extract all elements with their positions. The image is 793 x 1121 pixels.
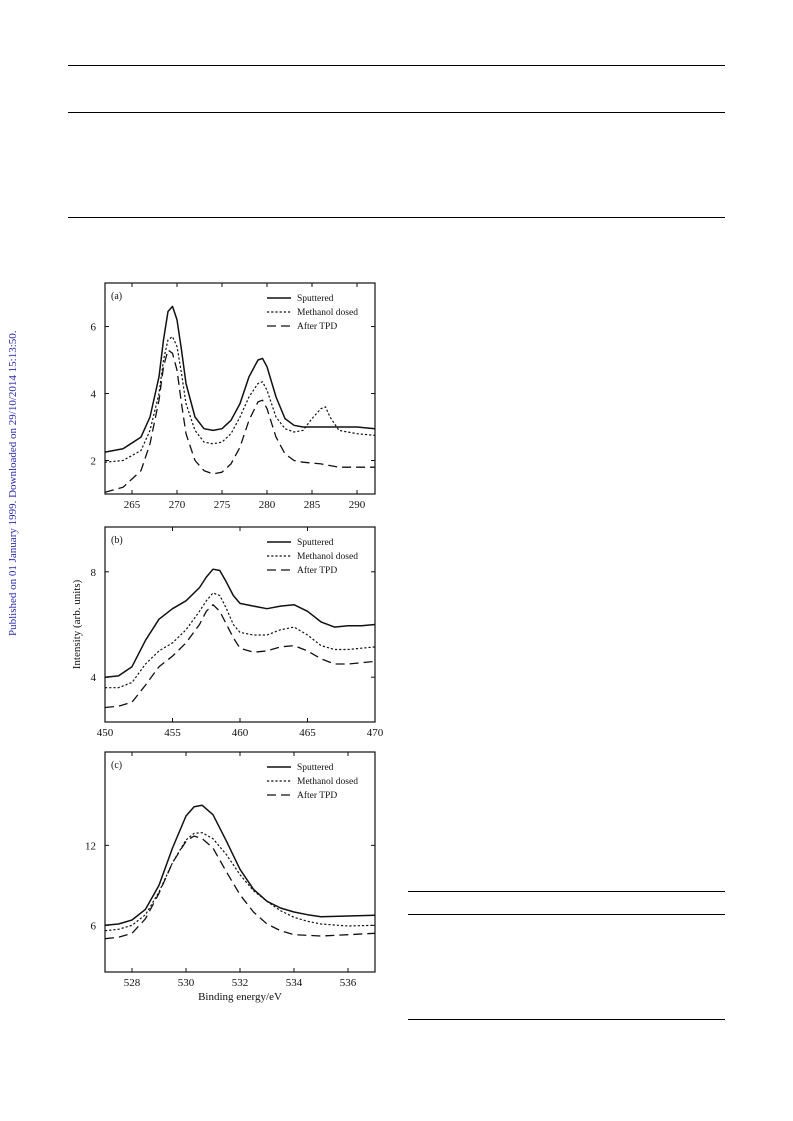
panel-a: 265 270 275 280 285 290 2 4 6 (a) Sputtered Methano… [91,282,376,511]
panel-b-ytick-label: 4 [91,672,97,684]
panel-c-ytick-label: 6 [91,920,97,932]
panel-a-xtick-label: 275 [214,499,231,511]
panel-b-legend-label-after-tpd: After TPD [297,565,337,576]
panel-a-ytick-label: 6 [91,322,97,334]
panel-c-xtick-label: 530 [178,977,195,989]
panel-c-ytick-label: 12 [85,840,96,852]
panel-a-label: (a) [111,291,122,302]
panel-c-series-sputtered [104,804,376,927]
panel-b-label: (b) [111,535,123,546]
panel-b-legend-label-methanol-dosed: Methanol dosed [297,552,358,562]
panel-a-xtick-label: 265 [124,499,141,511]
panel-c-xtick-label: 536 [340,977,357,989]
panel-c-xtick-label: 528 [124,977,141,989]
publication-note: Published on 01 January 1999. Downloaded… [4,160,20,640]
panel-a-legend-label-sputtered: Sputtered [297,294,334,304]
panel-c-legend-label-methanol-dosed: Methanol dosed [297,777,358,787]
panel-b-series-after-tpd [104,604,376,709]
section-rule [68,217,725,218]
panel-a-series-sputtered [104,305,376,453]
panel-c: 528 530 532 534 536 6 12 (c) Sputtered Methanol d… [85,751,376,1003]
panel-b-xtick-label: 465 [299,727,316,739]
panel-c-label: (c) [111,760,122,771]
top-rule [68,65,725,66]
panel-b-ytick-label: 8 [91,567,97,579]
panel-a-ytick-label: 2 [91,456,97,468]
panel-a-xtick-label: 285 [304,499,321,511]
header-rule [68,112,725,113]
panel-c-series-after-tpd [104,835,376,940]
table-bottom-rule [408,1019,725,1020]
table-header-rule [408,914,725,915]
panel-b-legend-label-sputtered: Sputtered [297,538,334,548]
panel-b-series-sputtered [104,568,376,678]
table-top-rule [408,891,725,892]
panel-a-legend-label-after-tpd: After TPD [297,321,337,332]
panel-a-frame [104,282,376,495]
panel-a-legend-label-methanol-dosed: Methanol dosed [297,308,358,318]
panel-c-legend-label-after-tpd: After TPD [297,790,337,801]
panel-c-legend-label-sputtered: Sputtered [297,763,334,773]
panel-c-xlabel: Binding energy/eV [198,991,282,1003]
panel-a-xtick-label: 290 [349,499,366,511]
panel-b-xtick-label: 470 [367,727,384,739]
panel-b: 450 455 460 465 470 4 8 (b) Sputtered Methanol do… [71,526,384,739]
panel-c-xtick-label: 534 [286,977,303,989]
panel-b-xtick-label: 450 [97,727,114,739]
panel-c-xtick-label: 532 [232,977,249,989]
panel-b-series-methanol-dosed [105,592,376,689]
panel-a-ytick-label: 4 [91,389,97,401]
panel-a-xtick-label: 270 [169,499,186,511]
panel-b-xtick-label: 460 [232,727,249,739]
panel-a-series-after-tpd [104,349,375,493]
panel-a-series-methanol-dosed [104,336,376,463]
panel-b-xtick-label: 455 [164,727,181,739]
panel-c-series-methanol-dosed [104,832,376,932]
panel-a-xtick-label: 280 [259,499,276,511]
panel-b-ylabel: Intensity (arb. units) [71,579,83,669]
publication-note-text: Published on 01 January 1999. Downloaded… [7,330,19,636]
